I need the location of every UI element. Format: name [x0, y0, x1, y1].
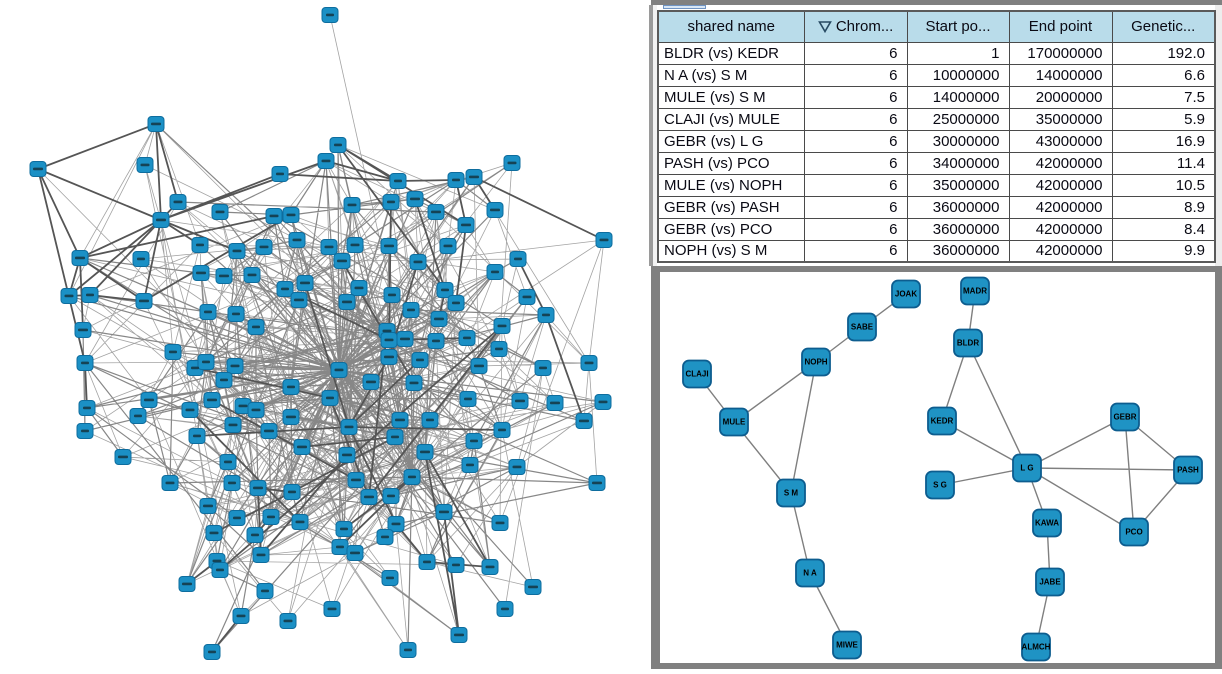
svg-text:MADR: MADR	[963, 287, 987, 296]
svg-text:NOPH: NOPH	[804, 358, 827, 367]
svg-text:KEDR: KEDR	[931, 417, 954, 426]
svg-text:KAWA: KAWA	[1035, 519, 1059, 528]
svg-text:S G: S G	[933, 481, 947, 490]
svg-text:PASH: PASH	[1177, 466, 1199, 475]
svg-text:BLDR: BLDR	[957, 339, 979, 348]
svg-text:MIWE: MIWE	[836, 641, 858, 650]
svg-text:N A: N A	[803, 569, 817, 578]
svg-text:CLAJI: CLAJI	[685, 370, 708, 379]
svg-text:PCO: PCO	[1125, 528, 1142, 537]
svg-text:MULE: MULE	[723, 418, 746, 427]
svg-text:JOAK: JOAK	[895, 290, 917, 299]
svg-text:JABE: JABE	[1039, 578, 1061, 587]
svg-text:SABE: SABE	[851, 323, 874, 332]
svg-text:ALMCH: ALMCH	[1022, 643, 1051, 652]
svg-text:GEBR: GEBR	[1113, 413, 1136, 422]
svg-text:L G: L G	[1020, 464, 1033, 473]
svg-text:S M: S M	[784, 489, 799, 498]
